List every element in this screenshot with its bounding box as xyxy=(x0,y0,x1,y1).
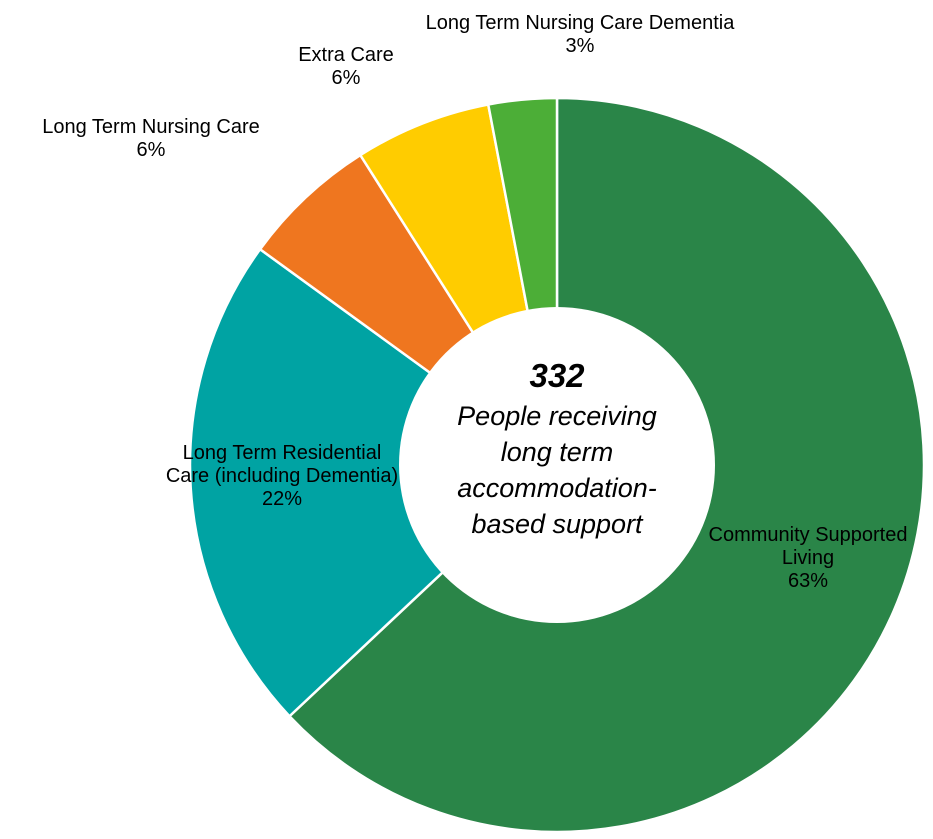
slice-category-label: Long Term Nursing Care Dementia xyxy=(426,12,736,34)
slice-category-label: Community Supported xyxy=(709,524,908,546)
center-description-line: People receiving xyxy=(457,401,657,431)
center-description-line: accommodation- xyxy=(457,473,657,503)
slice-value-label: 22% xyxy=(262,488,302,510)
center-count: 332 xyxy=(529,357,585,394)
slice-category-label: Care (including Dementia) xyxy=(166,465,398,487)
slice-category-label: Living xyxy=(782,547,834,569)
center-description: People receiving long term accommodation-b… xyxy=(457,401,657,539)
slice-value-label: 63% xyxy=(788,570,828,592)
slice-category-label: Long Term Nursing Care xyxy=(42,116,260,138)
slice-value-label: 6% xyxy=(332,67,361,89)
center-description-line: long term xyxy=(501,437,614,467)
slice-2 xyxy=(188,247,559,718)
slice-label-3: Long Term Nursing Care 6% xyxy=(42,116,260,161)
slice-label-1: Community Supported Living 63% xyxy=(709,524,908,592)
slice-label-4: Extra Care 6% xyxy=(298,44,394,89)
slice-value-label: 6% xyxy=(137,139,166,161)
slice-category-label: Long Term Residential xyxy=(183,442,382,464)
center-text-group: 332 People receiving long term accommodatio… xyxy=(457,357,657,539)
slice-label-5: Long Term Nursing Care Dementia 3% xyxy=(426,12,736,57)
slice-category-label: Extra Care xyxy=(298,44,394,66)
center-description-line: based support xyxy=(471,509,644,539)
donut-hole xyxy=(399,307,715,623)
slice-value-label: 3% xyxy=(566,35,595,57)
slice-labels-group: Community Supported Living 63% Long Term Re… xyxy=(42,12,907,592)
slice-label-2: Long Term Residential Care (including Dem… xyxy=(166,442,398,510)
